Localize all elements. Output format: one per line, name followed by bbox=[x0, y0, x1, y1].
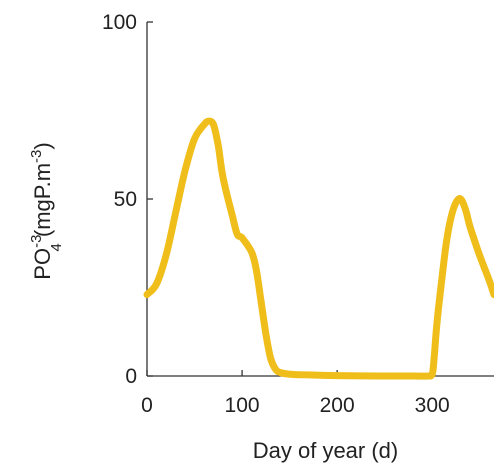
axes: 0 50 100 0 100 200 300 bbox=[102, 11, 494, 417]
y-tick-label: 50 bbox=[114, 188, 137, 211]
y-axis-title-units-close: ) bbox=[30, 142, 55, 149]
x-tick-label: 100 bbox=[225, 394, 260, 417]
y-axis-title: PO-3 4 (mgP.m-3) bbox=[28, 142, 65, 279]
y-tick-label: 100 bbox=[102, 11, 137, 34]
x-tick-label: 200 bbox=[320, 394, 355, 417]
y-ticks: 0 50 100 bbox=[102, 11, 153, 388]
series-line bbox=[143, 117, 494, 380]
series-layer bbox=[143, 117, 494, 380]
y-axis-title-base: PO bbox=[30, 248, 55, 280]
y-axis-title-units-superscript: -3 bbox=[28, 150, 45, 163]
x-axis-title: Day of year (d) bbox=[253, 438, 399, 463]
y-axis-title-superscript: -3 bbox=[28, 235, 45, 248]
y-axis-title-subscript: 4 bbox=[48, 243, 65, 251]
x-ticks: 0 100 200 300 bbox=[141, 370, 450, 417]
x-tick-label: 300 bbox=[415, 394, 450, 417]
y-tick-label: 0 bbox=[125, 365, 137, 388]
y-axis-title-units: (mgP.m bbox=[30, 163, 55, 243]
x-tick-label: 0 bbox=[141, 394, 153, 417]
